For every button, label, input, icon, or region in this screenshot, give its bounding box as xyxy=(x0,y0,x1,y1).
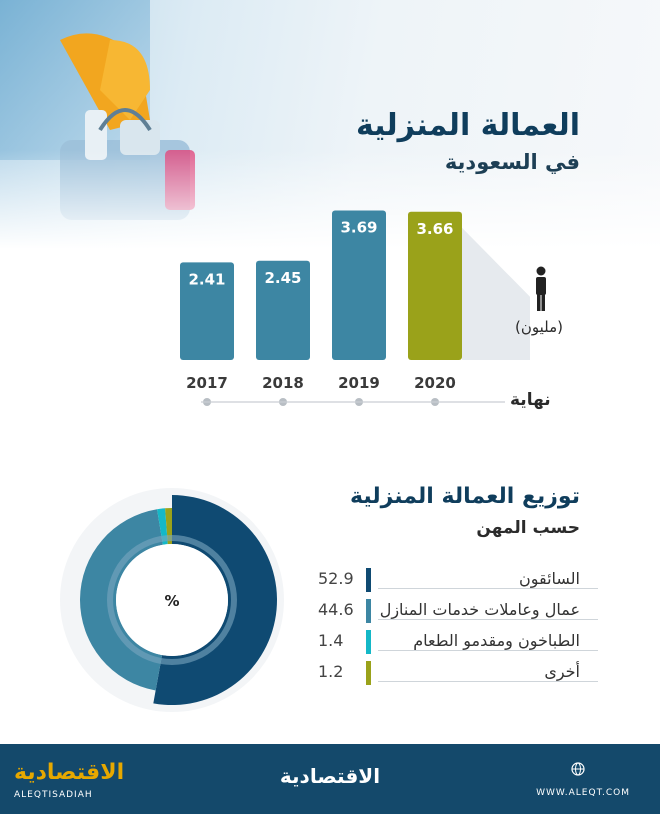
x-tick-label: 2017 xyxy=(186,374,228,392)
footer-logo-arabic: الاقتصادية xyxy=(14,760,125,785)
bar-value-label: 2.45 xyxy=(264,269,301,287)
bar-value-label: 3.66 xyxy=(416,220,453,238)
legend-swatch xyxy=(366,599,371,623)
legend-swatch xyxy=(366,568,371,592)
legend-rule xyxy=(378,588,598,589)
x-tick-label: 2020 xyxy=(414,374,456,392)
legend-label: الطباخون ومقدمو الطعام xyxy=(413,631,580,650)
bar-value-label: 2.41 xyxy=(188,270,225,288)
legend-value: 52.9 xyxy=(318,569,354,588)
legend-label: عمال وعاملات خدمات المنازل xyxy=(379,600,580,619)
page-title: العمالة المنزلية xyxy=(355,108,580,143)
donut-slice-1 xyxy=(153,495,277,705)
legend-value: 44.6 xyxy=(318,600,354,619)
legend-swatch xyxy=(366,630,371,654)
page-subtitle: في السعودية xyxy=(444,150,580,174)
x-tick-label: 2019 xyxy=(338,374,380,392)
footer-logo-english: ALEQTISADIAH xyxy=(14,790,93,800)
person-icon xyxy=(536,266,546,311)
bar-2018 xyxy=(256,260,310,360)
footer-bar xyxy=(0,744,660,814)
bar-shadow xyxy=(462,227,530,360)
donut-hole xyxy=(116,544,228,656)
unit-label: (مليون) xyxy=(515,318,563,336)
legend-rule xyxy=(378,681,598,682)
distribution-title: توزيع العمالة المنزلية xyxy=(350,484,580,509)
x-tick-label: 2018 xyxy=(262,374,304,392)
donut-chart: % xyxy=(60,488,284,712)
hero-fade xyxy=(0,150,660,260)
legend-swatch xyxy=(366,661,371,685)
globe-icon xyxy=(571,762,585,776)
legend-rule xyxy=(378,619,598,620)
legend-label: أخرى xyxy=(544,662,580,681)
footer-center-logo: الاقتصادية xyxy=(279,764,381,788)
donut-inner-ring xyxy=(107,535,237,665)
donut-center-label: % xyxy=(164,592,179,610)
donut-slice-2 xyxy=(79,509,163,691)
axis-caption: نهاية xyxy=(510,390,551,410)
legend-rule xyxy=(378,650,598,651)
bar-chart: 2.41 2017 2.45 2018 3.69 2019 3.66 2020 xyxy=(180,210,530,406)
legend-value: 1.4 xyxy=(318,631,344,650)
bar-2020 xyxy=(408,211,462,360)
bar-value-label: 3.69 xyxy=(340,219,377,237)
bar-2019 xyxy=(332,210,386,360)
legend-value: 1.2 xyxy=(318,662,344,681)
footer-url[interactable]: WWW.ALEQT.COM xyxy=(536,788,630,798)
bar-2017 xyxy=(180,262,234,360)
distribution-subtitle: حسب المهن xyxy=(476,518,580,538)
legend-label: السائقون xyxy=(518,569,580,588)
